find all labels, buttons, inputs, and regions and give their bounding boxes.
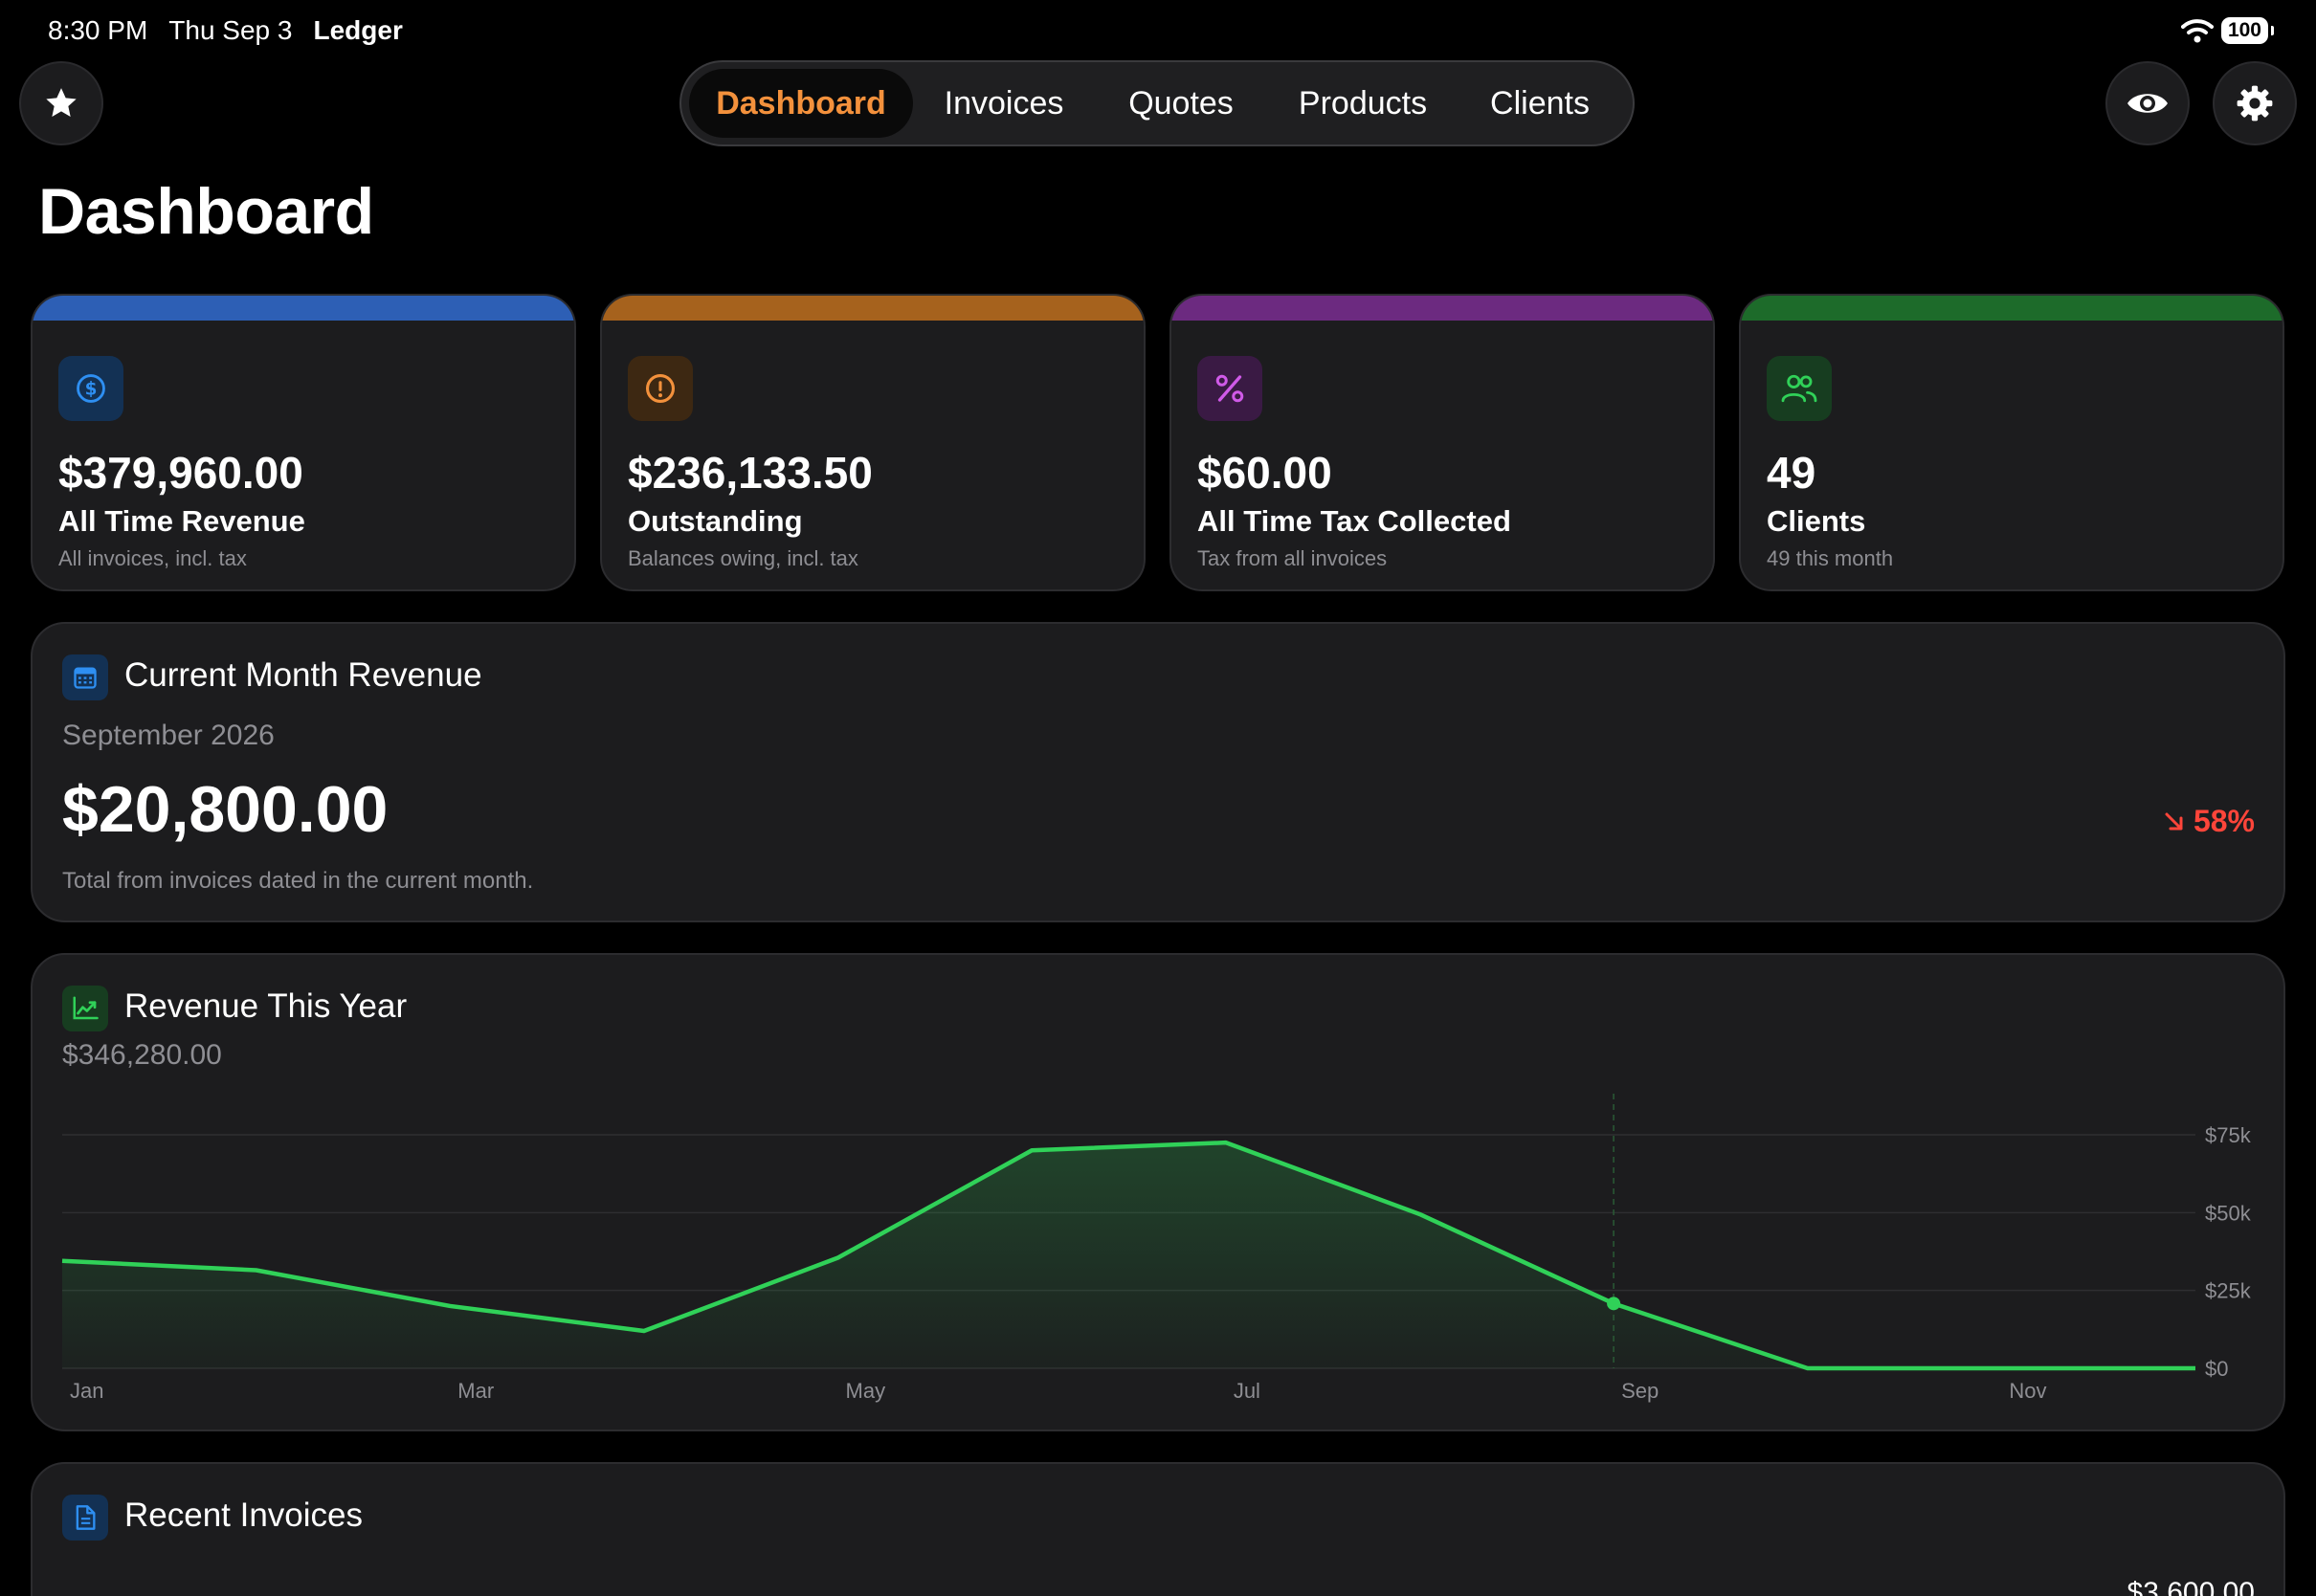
status-app-name: Ledger bbox=[313, 15, 403, 45]
tab-dashboard[interactable]: Dashboard bbox=[689, 69, 913, 138]
stat-subtitle: All invoices, incl. tax bbox=[58, 546, 247, 570]
dollar-circle-icon: $ bbox=[58, 356, 123, 421]
revenue-chart[interactable]: $0 $25k $50k $75k Jan Mar May Jul Sep Nov bbox=[33, 955, 2285, 1431]
stat-value: $236,133.50 bbox=[628, 448, 873, 498]
x-tick-label: Nov bbox=[2009, 1379, 2046, 1403]
panel-title: Recent Invoices bbox=[124, 1496, 364, 1534]
change-percent: 58% bbox=[2193, 804, 2255, 838]
revenue-year-panel[interactable]: Revenue This Year $346,280.00 $0 $25k $50k… bbox=[31, 953, 2285, 1431]
stat-card-accent bbox=[33, 296, 574, 321]
current-month-panel[interactable]: Current Month Revenue September 2026 $20… bbox=[31, 622, 2285, 922]
revenue-area bbox=[62, 1142, 2195, 1368]
stat-subtitle: Balances owing, incl. tax bbox=[628, 546, 858, 570]
star-icon bbox=[46, 88, 77, 117]
gear-icon bbox=[2237, 85, 2273, 122]
status-indicators: 100 bbox=[2180, 17, 2275, 44]
percent-icon bbox=[1197, 356, 1262, 421]
invoice-amount: $3,600.00 bbox=[2127, 1577, 2255, 1596]
stat-card-outstanding[interactable]: $236,133.50 Outstanding Balances owing, … bbox=[600, 294, 1146, 591]
document-icon bbox=[62, 1495, 108, 1541]
x-tick-label: Jul bbox=[1234, 1379, 1260, 1403]
eye-icon bbox=[2127, 94, 2168, 113]
page-title: Dashboard bbox=[38, 175, 374, 248]
tab-invoices[interactable]: Invoices bbox=[944, 84, 1064, 122]
tab-clients[interactable]: Clients bbox=[1490, 84, 1590, 122]
stat-card-accent bbox=[1171, 296, 1713, 321]
stat-label: All Time Tax Collected bbox=[1197, 504, 1511, 538]
y-tick-label: $50k bbox=[2205, 1201, 2252, 1225]
panel-title: Current Month Revenue bbox=[124, 656, 482, 694]
revenue-line bbox=[61, 1140, 2195, 1371]
stat-label: Outstanding bbox=[628, 504, 803, 538]
status-date: Thu Sep 3 bbox=[168, 15, 293, 45]
x-tick-label: Jan bbox=[70, 1379, 103, 1403]
stat-card-accent bbox=[602, 296, 1144, 321]
chart-line-icon bbox=[62, 986, 108, 1031]
year-total: $346,280.00 bbox=[62, 1039, 222, 1071]
x-tick-label: Mar bbox=[457, 1379, 494, 1403]
tab-quotes[interactable]: Quotes bbox=[1128, 84, 1234, 122]
panel-title: Revenue This Year bbox=[124, 987, 408, 1025]
change-badge: 58% bbox=[2163, 804, 2255, 839]
stat-subtitle: Tax from all invoices bbox=[1197, 546, 1388, 570]
y-tick-label: $0 bbox=[2205, 1357, 2228, 1381]
settings-button[interactable] bbox=[2213, 61, 2297, 145]
x-tick-label: May bbox=[846, 1379, 886, 1403]
alert-circle-icon bbox=[628, 356, 693, 421]
tab-bar: Dashboard Invoices Quotes Products Clien… bbox=[679, 60, 1635, 146]
stat-subtitle: 49 this month bbox=[1767, 546, 1894, 570]
wifi-icon bbox=[2180, 19, 2214, 43]
battery-icon: 100 bbox=[2220, 17, 2275, 44]
stat-value: $379,960.00 bbox=[58, 448, 303, 498]
stat-card-accent bbox=[1741, 296, 2283, 321]
favorites-button[interactable] bbox=[19, 61, 103, 145]
recent-invoices-panel[interactable]: Recent Invoices $3,600.00 bbox=[31, 1462, 2285, 1596]
preview-button[interactable] bbox=[2105, 61, 2190, 145]
current-month-value: $20,800.00 bbox=[62, 773, 389, 846]
tab-products[interactable]: Products bbox=[1298, 84, 1428, 122]
calendar-icon bbox=[62, 654, 108, 700]
status-bar: 8:30 PM Thu Sep 3 Ledger 100 bbox=[48, 13, 2275, 48]
stat-value: 49 bbox=[1767, 448, 1816, 498]
status-time: 8:30 PM bbox=[48, 15, 148, 45]
y-tick-label: $75k bbox=[2205, 1123, 2252, 1147]
x-tick-label: Sep bbox=[1621, 1379, 1659, 1403]
stat-card-tax[interactable]: $60.00 All Time Tax Collected Tax from a… bbox=[1169, 294, 1715, 591]
highlight-point bbox=[1607, 1297, 1621, 1311]
current-month-description: Total from invoices dated in the current… bbox=[62, 868, 534, 894]
users-icon bbox=[1767, 356, 1832, 421]
y-tick-label: $25k bbox=[2205, 1279, 2252, 1303]
arrow-down-right-icon bbox=[2165, 812, 2183, 830]
current-month-label: September 2026 bbox=[62, 720, 275, 751]
stat-card-clients[interactable]: 49 Clients 49 this month bbox=[1739, 294, 2284, 591]
stat-value: $60.00 bbox=[1197, 448, 1332, 498]
stat-label: Clients bbox=[1767, 504, 1866, 538]
stat-label: All Time Revenue bbox=[58, 504, 305, 538]
svg-text:$: $ bbox=[85, 379, 98, 399]
stat-card-revenue[interactable]: $ $379,960.00 All Time Revenue All invoi… bbox=[31, 294, 576, 591]
